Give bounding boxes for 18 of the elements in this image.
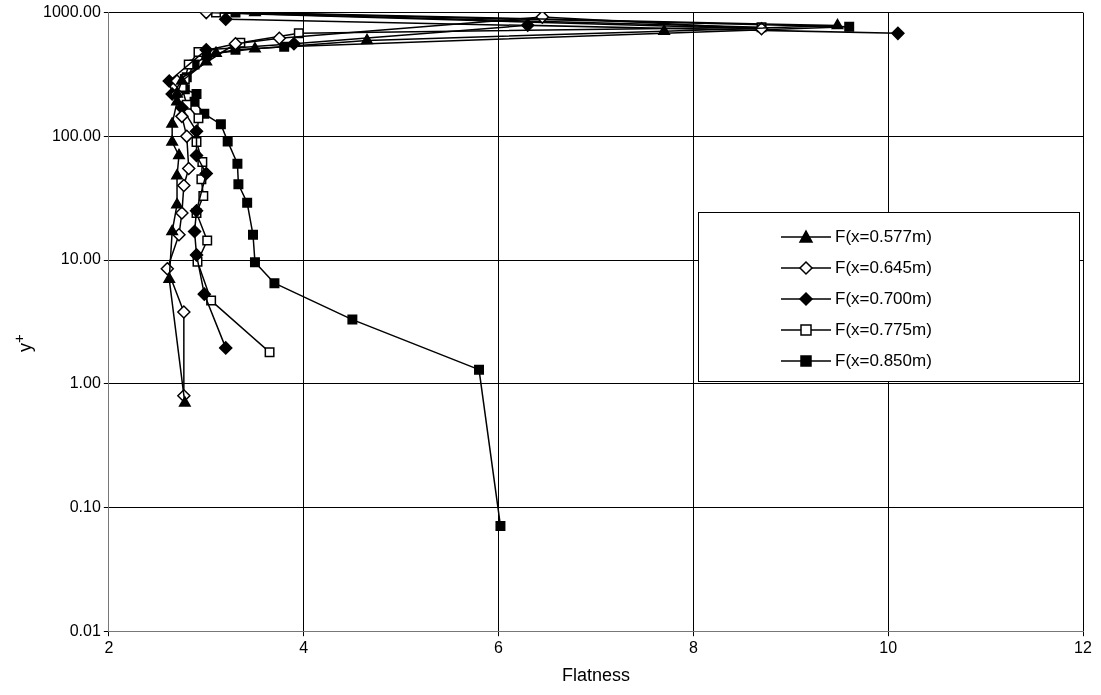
x-tick-label: 8 xyxy=(688,639,698,657)
x-tick-label: 12 xyxy=(1074,639,1092,657)
x-tick-label: 6 xyxy=(494,639,504,657)
x-tick-label: 2 xyxy=(104,639,114,657)
y-tick-label: 10.00 xyxy=(60,250,101,268)
x-tick-label: 10 xyxy=(879,639,898,657)
y-tick-label: 1.00 xyxy=(69,374,101,392)
y-tick-label: 0.01 xyxy=(69,621,101,639)
y-tick-label: 1000.00 xyxy=(42,3,101,21)
y-tick-label: 0.10 xyxy=(69,497,101,515)
legend-label: F(x=0.775m) xyxy=(835,319,932,340)
legend-label: F(x=0.850m) xyxy=(835,350,932,371)
legend-label: F(x=0.700m) xyxy=(835,288,932,309)
x-tick-label: 4 xyxy=(299,639,309,657)
legend-label: F(x=0.577m) xyxy=(835,226,932,247)
legend-label: F(x=0.645m) xyxy=(835,257,932,278)
y-tick-label: 100.00 xyxy=(51,126,101,144)
x-axis-title: Flatness xyxy=(561,665,630,686)
